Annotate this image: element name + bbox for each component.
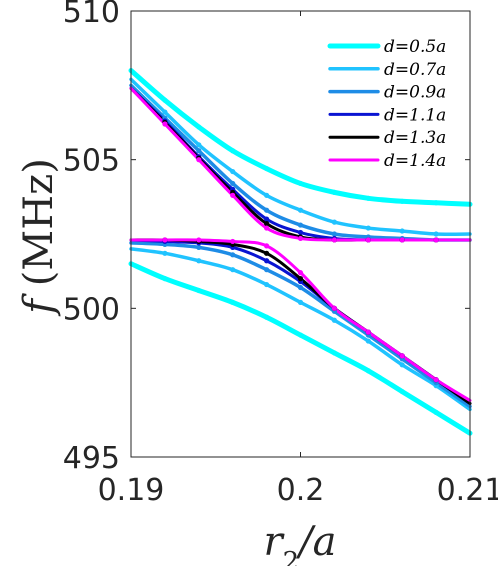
data-point-4-upper <box>264 216 270 222</box>
marker-layer <box>162 97 439 415</box>
y-tick-label: 495 <box>63 441 120 476</box>
y-tick-labels: 495 500 505 510 <box>63 0 120 476</box>
data-point-1-upper <box>331 189 337 195</box>
legend-label-2: d=0.7a <box>384 60 446 80</box>
data-point-1-upper <box>230 148 236 154</box>
y-tick-label: 505 <box>63 144 120 179</box>
data-point-6-upper <box>230 192 236 198</box>
data-point-3-lower <box>297 284 304 291</box>
data-point-1-upper <box>297 180 304 187</box>
data-point-6-lower <box>196 237 202 243</box>
legend-label-4: d=1.1a <box>384 105 446 125</box>
tick-layer <box>130 10 471 458</box>
data-point-6-lower <box>297 270 304 276</box>
data-point-3-lower <box>196 244 202 250</box>
data-point-6-lower <box>399 353 405 359</box>
data-point-2-lower <box>162 250 168 256</box>
data-point-2-upper <box>162 109 168 115</box>
data-point-6-upper <box>399 237 405 243</box>
data-point-4-upper <box>297 229 304 236</box>
data-point-2-upper <box>399 228 405 234</box>
data-point-1-lower <box>264 314 270 320</box>
data-point-6-lower <box>331 305 337 311</box>
data-point-1-upper <box>196 124 202 130</box>
data-point-2-upper <box>297 207 304 213</box>
data-point-6-lower <box>433 377 439 383</box>
data-point-1-lower <box>162 276 168 282</box>
data-point-5-lower <box>264 250 270 256</box>
data-point-1-upper <box>365 195 371 201</box>
data-point-1-lower <box>331 350 337 356</box>
legend: d=0.5a d=0.7a d=0.9ad=1.1a d=1.3a d=1.4a <box>327 37 446 171</box>
data-point-5-upper <box>264 220 270 227</box>
data-point-3-lower <box>230 252 236 258</box>
data-point-6-upper <box>331 237 337 243</box>
data-point-6-upper <box>297 235 304 242</box>
data-point-2-upper <box>331 219 337 225</box>
data-point-1-lower <box>399 388 405 395</box>
x-tick-labels: 0.19 0.2 0.21 <box>98 473 498 508</box>
data-point-6-upper <box>433 237 439 243</box>
x-tick-label: 0.21 <box>437 473 498 508</box>
data-point-1-lower <box>196 287 202 294</box>
y-tick-label: 500 <box>63 292 120 327</box>
x-tick-label: 0.19 <box>98 473 165 508</box>
legend-label-6: d=1.4a <box>384 151 446 171</box>
x-tick-label: 0.2 <box>277 473 325 508</box>
data-point-6-lower <box>264 243 270 249</box>
data-point-2-upper <box>196 142 202 148</box>
x-axis-label: r2/a <box>264 519 337 566</box>
data-point-6-upper <box>162 121 168 127</box>
y-axis-label: f (MHz) <box>16 158 62 317</box>
data-point-2-lower <box>297 299 304 305</box>
legend-label-5: d=1.3a <box>384 128 446 148</box>
data-point-2-upper <box>230 168 236 175</box>
data-point-4-lower <box>264 258 270 264</box>
data-point-5-lower <box>297 276 304 282</box>
data-point-2-lower <box>230 267 236 273</box>
data-point-3-upper <box>196 148 202 154</box>
data-point-3-upper <box>297 222 304 228</box>
data-point-2-lower <box>399 362 405 368</box>
data-point-1-upper <box>433 200 439 206</box>
data-point-6-lower <box>365 329 371 335</box>
data-point-6-lower <box>230 238 236 245</box>
data-point-6-upper <box>264 225 270 231</box>
data-point-1-lower <box>297 332 304 338</box>
data-point-1-upper <box>399 198 405 204</box>
data-point-3-upper <box>331 231 337 237</box>
data-point-2-upper <box>365 225 371 231</box>
data-point-6-upper <box>196 157 202 163</box>
data-point-6-lower <box>162 237 168 243</box>
data-point-2-upper <box>264 192 270 198</box>
data-point-2-lower <box>365 338 371 344</box>
data-point-1-upper <box>162 97 168 103</box>
data-point-3-upper <box>264 207 270 213</box>
data-point-2-upper <box>433 231 439 237</box>
y-tick-label: 510 <box>63 0 120 30</box>
data-point-1-lower <box>230 299 236 305</box>
data-point-1-upper <box>264 165 270 172</box>
data-point-6-upper <box>365 237 371 243</box>
legend-label-1: d=0.5a <box>384 37 446 57</box>
legend-label-3: d=0.9a <box>384 83 446 103</box>
data-point-2-lower <box>331 317 337 323</box>
data-point-3-lower <box>264 267 270 273</box>
data-point-2-lower <box>264 281 270 288</box>
data-point-1-lower <box>365 368 371 374</box>
data-point-3-upper <box>230 180 236 187</box>
data-point-2-lower <box>196 258 202 264</box>
data-point-1-lower <box>433 409 439 415</box>
